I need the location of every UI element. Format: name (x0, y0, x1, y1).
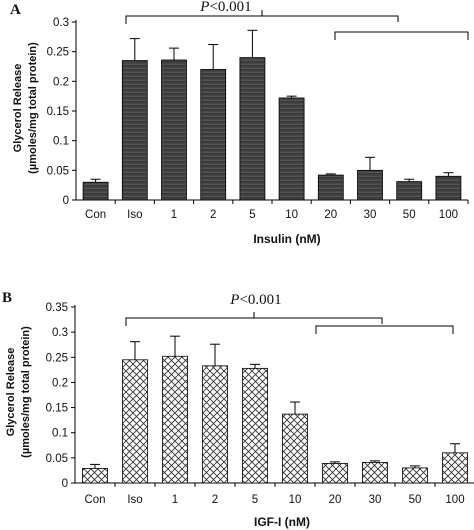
panel-a-bar-20 (317, 174, 344, 201)
panel-a-x-tick-label: 1 (171, 209, 177, 221)
panel-b-bar-5 (242, 367, 268, 484)
panel-b-y-tick-label: 0.25 (46, 352, 68, 364)
panel-b-y-tick-label: 0.1 (52, 428, 68, 440)
panel-b-x-tick-label: 10 (289, 494, 302, 506)
panel-a-bar-Con (82, 181, 109, 201)
panel-a-x-tick-label: Con (85, 209, 106, 221)
panel-b: B P<0.001 0 0.05 0.1 0.15 0.2 0.25 0.3 0.35 Con I… (2, 290, 474, 529)
panel-b-x-tick-label: 50 (409, 494, 422, 506)
panel-b-x-tick-label: Iso (127, 494, 142, 506)
panel-a-y-tick-label: 0.1 (53, 136, 69, 148)
panel-b-x-tick-label: 30 (369, 494, 382, 506)
panel-b-label: B (2, 290, 12, 306)
panel-a-group-bracket (334, 31, 469, 40)
panel-a-x-tick-label: 2 (210, 209, 216, 221)
panel-b-main-bracket (125, 317, 383, 326)
panel-b-x-tick-label: 1 (172, 494, 178, 506)
panel-a-x-tick-label: Iso (127, 209, 142, 221)
panel-b-axes: 0 0.05 0.1 0.15 0.2 0.25 0.3 0.35 Con Iso 1 2 5 10 20 3… (46, 302, 474, 506)
panel-a-y-axis-title-line2: (µmoles/mg total protein) (27, 42, 39, 174)
panel-b-significance-label: P<0.001 (229, 292, 281, 308)
panel-a-x-tick-label: 50 (403, 209, 416, 221)
panel-b-bar-Iso (122, 359, 148, 484)
panel-a-bar-1 (161, 59, 187, 201)
panel-b-bar-1 (162, 355, 188, 484)
panel-a-x-tick-label: 20 (324, 209, 337, 221)
panel-b-y-axis-title-line2: (µmoles/mg total protein) (20, 326, 32, 458)
panel-a-y-tick-label: 0.05 (47, 165, 69, 177)
panel-a-y-tick-label: 0 (63, 195, 69, 207)
panel-a-x-tick-label: 5 (249, 209, 255, 221)
panel-a-significance-label: P<0.001 (199, 0, 251, 15)
panel-a-y-axis-title-line1: Glycerol Release (12, 64, 24, 153)
panel-a-x-tick-label: 30 (364, 209, 377, 221)
panel-a-main-bracket (125, 15, 399, 24)
panel-a-y-tick-label: 0.3 (53, 17, 69, 29)
panel-b-y-tick-label: 0.15 (46, 403, 68, 415)
panel-a-bar-10 (278, 97, 305, 201)
panel-b-y-tick-label: 0 (62, 478, 68, 490)
panel-a-bar-100 (435, 175, 462, 201)
panel-a-bars (82, 29, 462, 201)
panel-a-bar-2 (200, 69, 227, 201)
panel-b-y-tick-label: 0.35 (46, 302, 68, 314)
panel-b-y-tick-label: 0.3 (52, 327, 68, 339)
panel-a-x-tick-label: 100 (439, 209, 458, 221)
panel-b-bar-100 (442, 452, 468, 484)
panel-b-x-tick-label: 20 (329, 494, 342, 506)
panel-b-bar-50 (402, 467, 428, 484)
panel-a-significance-brackets (125, 10, 469, 40)
panel-b-bars (82, 335, 468, 484)
panel-b-y-tick-label: 0.05 (46, 453, 68, 465)
panel-a-label: A (10, 2, 21, 18)
panel-b-bar-30 (362, 461, 388, 484)
panel-b-x-tick-label: 2 (212, 494, 218, 506)
panel-b-bar-Con (82, 468, 108, 484)
panel-a-bar-50 (396, 181, 423, 201)
panel-b-group-bracket (315, 325, 454, 334)
panel-b-y-axis-title-line1: Glycerol Release (5, 348, 17, 437)
panel-b-x-axis-title: IGF-I (nM) (254, 515, 310, 529)
panel-a-bar-Iso (121, 60, 148, 201)
panel-a-x-tick-label: 10 (285, 209, 298, 221)
panel-b-x-tick-label: Con (84, 494, 105, 506)
panel-b-bar-20 (322, 462, 348, 484)
panel-a-y-tick-label: 0.2 (53, 76, 69, 88)
panel-b-y-tick-label: 0.2 (52, 377, 68, 389)
panel-b-bar-2 (202, 365, 228, 484)
panel-a-x-axis-title: Insulin (nM) (253, 232, 320, 246)
panel-b-significance-brackets (125, 312, 454, 334)
panel-a-bar-30 (357, 169, 383, 201)
panel-a-y-tick-label: 0.15 (47, 106, 69, 118)
panel-b-x-tick-label: 100 (445, 494, 464, 506)
panel-a: A P<0.001 0 0.05 0.1 0.15 0.2 0.25 0.3 Con Iso 1 2… (10, 0, 469, 246)
panel-a-y-tick-label: 0.25 (47, 47, 69, 59)
panel-b-x-tick-label: 5 (252, 494, 258, 506)
panel-b-bar-10 (282, 413, 308, 484)
panel-a-bar-5 (239, 57, 266, 201)
